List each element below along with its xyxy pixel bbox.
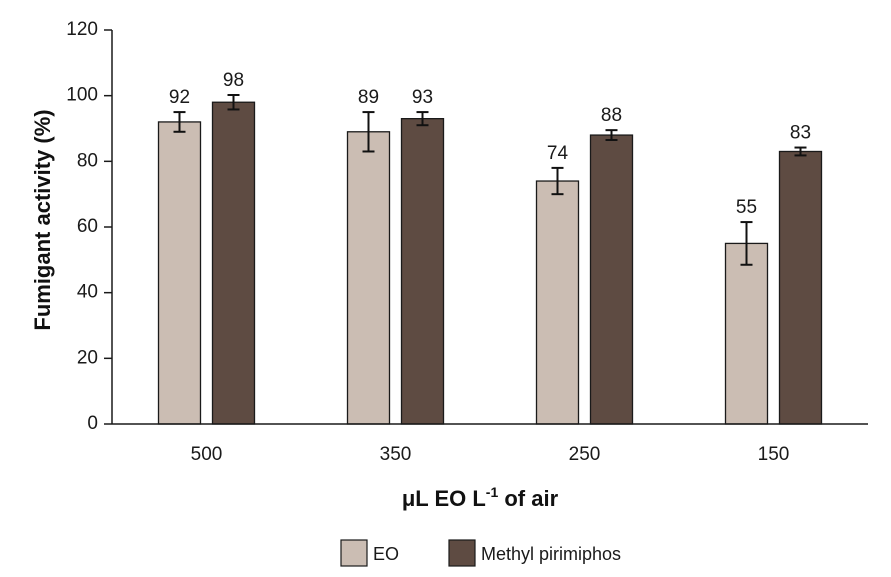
bar	[211, 101, 256, 425]
error-bar	[173, 111, 186, 133]
bars-layer	[157, 94, 823, 425]
bar	[535, 180, 580, 425]
bar	[346, 131, 391, 425]
error-bar	[794, 146, 807, 157]
x-tick-label: 150	[758, 444, 790, 465]
legend-label-methyl-pirimiphos: Methyl pirimiphos	[481, 544, 621, 564]
x-tick-label: 350	[380, 444, 412, 465]
error-bar	[551, 166, 564, 196]
x-axis-title-main: μL EO L	[402, 486, 486, 511]
y-tick-label: 60	[77, 216, 98, 237]
bar	[589, 134, 634, 425]
bar	[724, 242, 769, 425]
legend: EO Methyl pirimiphos	[340, 539, 621, 567]
error-bar	[416, 111, 429, 127]
bar	[400, 118, 445, 425]
y-tick-label: 40	[77, 282, 98, 303]
y-tick-label: 120	[66, 19, 98, 40]
y-tick-label: 80	[77, 150, 98, 171]
x-tick-label: 500	[191, 444, 223, 465]
error-bar	[605, 129, 618, 141]
data-label: 89	[358, 87, 379, 108]
x-ticks: 500 350 250 150	[191, 444, 790, 465]
data-label: 55	[736, 197, 757, 218]
legend-label-eo: EO	[373, 544, 399, 564]
y-ticks: 0 20 40 60 80 100 120	[66, 19, 112, 434]
y-tick-label: 100	[66, 85, 98, 106]
y-axis-title: Fumigant activity (%)	[30, 109, 55, 330]
data-label: 88	[601, 105, 622, 126]
bar	[778, 150, 823, 425]
data-label: 98	[223, 70, 244, 91]
legend-swatch-eo	[340, 539, 368, 567]
y-tick-label: 0	[87, 413, 98, 434]
data-label: 74	[547, 143, 569, 164]
x-axis-title-sup: -1	[486, 484, 499, 500]
x-tick-label: 250	[569, 444, 601, 465]
legend-swatch-methyl-pirimiphos	[448, 539, 476, 567]
data-label: 92	[169, 87, 190, 108]
error-bar	[362, 111, 375, 153]
data-labels-layer: 92 98 89 93 74 88 55 83	[169, 70, 811, 218]
error-bar	[740, 221, 753, 266]
bar	[157, 121, 202, 425]
x-axis-title-tail: of air	[498, 486, 558, 511]
x-axis-title: μL EO L-1 of air	[402, 484, 559, 511]
data-label: 93	[412, 87, 433, 108]
data-label: 83	[790, 123, 811, 144]
y-tick-label: 20	[77, 347, 98, 368]
error-bar	[227, 94, 240, 111]
